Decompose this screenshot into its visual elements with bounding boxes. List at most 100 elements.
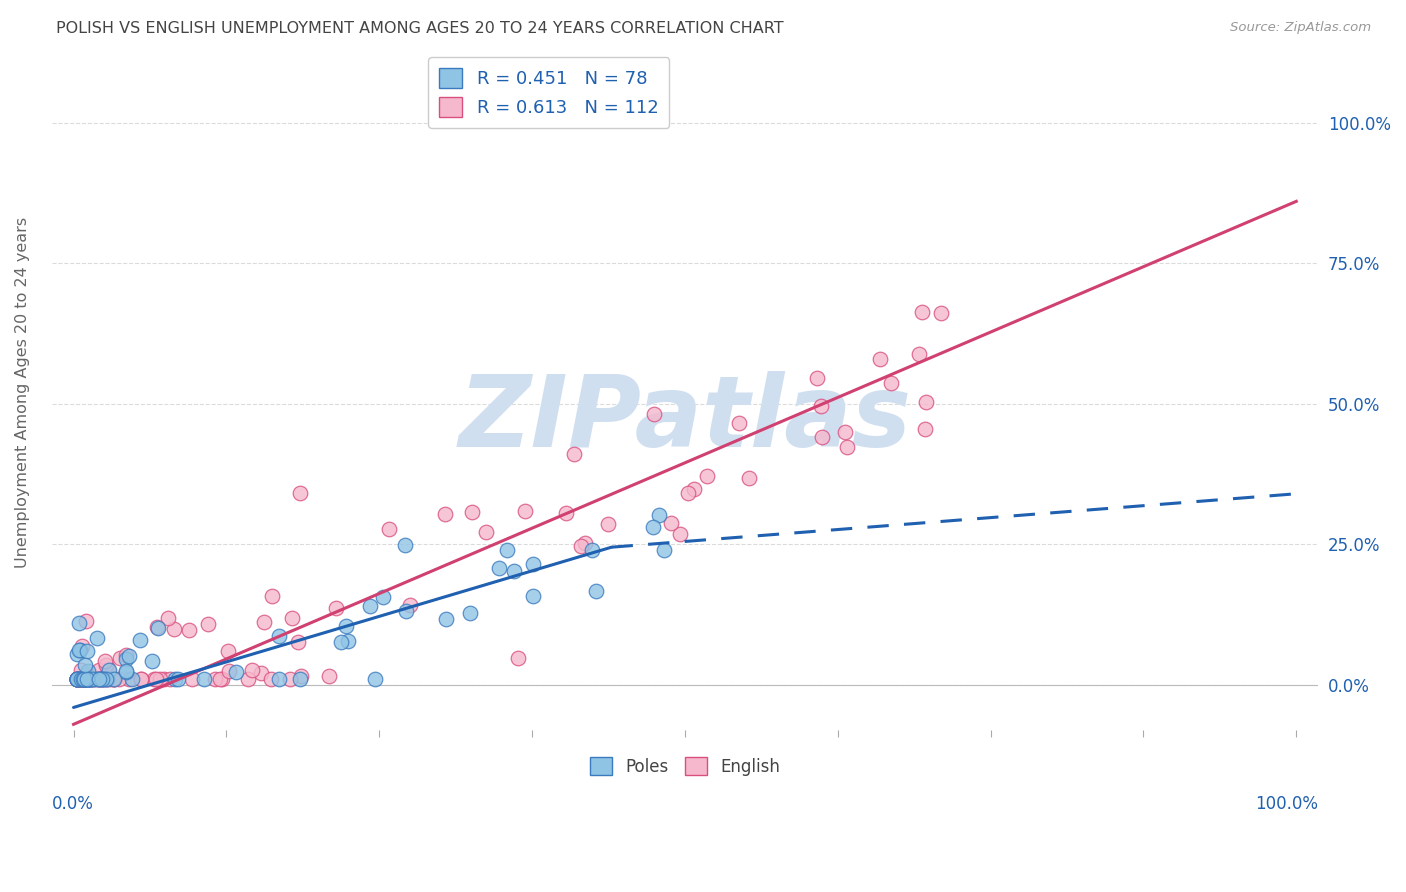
Point <box>89 673 111 687</box>
Point <box>90 673 112 687</box>
Point <box>129 673 152 687</box>
Point <box>596 517 619 532</box>
Point <box>103 673 125 687</box>
Point <box>290 486 312 500</box>
Point <box>70 673 93 687</box>
Point <box>648 508 671 523</box>
Point <box>654 543 676 558</box>
Point <box>75 673 97 687</box>
Point <box>287 635 309 649</box>
Point <box>72 673 94 687</box>
Point <box>103 673 125 687</box>
Point <box>522 557 544 571</box>
Point <box>585 584 607 599</box>
Point <box>157 610 180 624</box>
Point <box>115 665 138 679</box>
Point <box>69 673 91 687</box>
Point <box>114 664 136 678</box>
Point <box>564 447 586 461</box>
Point <box>87 673 110 687</box>
Point <box>69 643 91 657</box>
Point <box>73 673 96 687</box>
Point <box>66 673 89 687</box>
Point <box>495 542 517 557</box>
Point <box>76 673 98 687</box>
Point <box>67 673 90 687</box>
Point <box>696 468 718 483</box>
Point <box>325 601 347 615</box>
Point <box>129 673 152 687</box>
Point <box>77 673 100 687</box>
Point <box>574 535 596 549</box>
Point <box>77 673 100 687</box>
Point <box>193 673 215 687</box>
Point <box>87 673 110 687</box>
Point <box>70 673 93 687</box>
Y-axis label: Unemployment Among Ages 20 to 24 years: Unemployment Among Ages 20 to 24 years <box>15 217 30 568</box>
Point <box>66 673 89 687</box>
Point <box>262 590 284 604</box>
Point <box>141 654 163 668</box>
Point <box>79 673 101 687</box>
Point <box>659 516 682 530</box>
Point <box>83 673 105 687</box>
Point <box>69 673 91 687</box>
Point <box>209 673 232 687</box>
Point <box>79 673 101 687</box>
Point <box>569 539 592 553</box>
Point <box>810 399 832 413</box>
Point <box>149 673 172 687</box>
Point <box>669 527 692 541</box>
Point <box>96 673 118 687</box>
Point <box>281 611 304 625</box>
Point <box>269 673 291 687</box>
Point <box>142 673 165 687</box>
Point <box>290 669 312 683</box>
Point <box>67 642 90 657</box>
Point <box>66 673 89 687</box>
Point <box>364 673 387 687</box>
Point <box>869 352 891 367</box>
Point <box>70 673 93 687</box>
Point <box>434 612 457 626</box>
Point <box>676 485 699 500</box>
Point <box>225 665 247 680</box>
Point <box>460 606 482 620</box>
Point <box>66 673 89 687</box>
Point <box>359 599 381 613</box>
Point <box>145 673 167 687</box>
Point <box>70 639 93 653</box>
Point <box>217 643 239 657</box>
Point <box>179 624 201 638</box>
Point <box>75 658 97 673</box>
Point <box>288 673 311 687</box>
Point <box>115 648 138 663</box>
Point <box>96 673 118 687</box>
Point <box>218 665 240 679</box>
Point <box>86 631 108 645</box>
Point <box>66 673 89 687</box>
Point <box>738 471 761 485</box>
Point <box>163 673 186 687</box>
Point <box>80 673 103 687</box>
Point <box>75 673 97 687</box>
Point <box>70 673 93 687</box>
Text: 100.0%: 100.0% <box>1256 796 1319 814</box>
Point <box>835 440 858 454</box>
Point <box>914 422 936 436</box>
Point <box>93 673 115 687</box>
Point <box>806 371 828 385</box>
Point <box>76 644 98 658</box>
Point <box>70 663 93 677</box>
Point <box>253 615 276 629</box>
Point <box>337 634 360 648</box>
Point <box>87 673 110 687</box>
Point <box>204 673 226 687</box>
Point <box>121 673 143 687</box>
Point <box>107 673 129 687</box>
Point <box>98 663 121 677</box>
Point <box>72 673 94 687</box>
Point <box>66 673 89 687</box>
Point <box>115 652 138 666</box>
Point <box>118 648 141 663</box>
